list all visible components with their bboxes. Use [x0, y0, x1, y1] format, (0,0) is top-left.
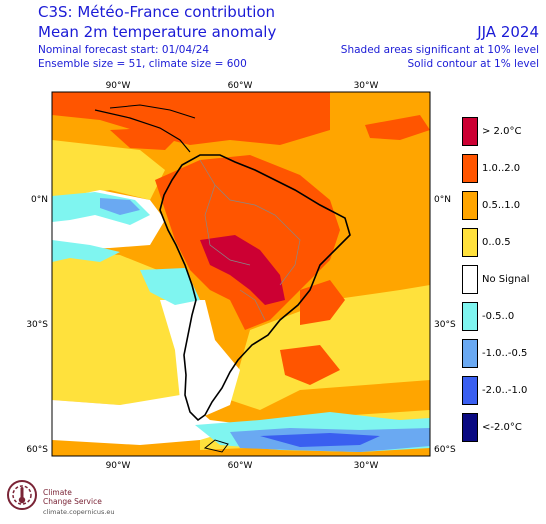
- legend-swatch: [462, 117, 478, 146]
- logo-name: Climate Change Service: [43, 488, 102, 506]
- legend-swatch: [462, 302, 478, 331]
- legend-item: -0.5..0: [462, 302, 546, 334]
- map-frame: [51, 91, 431, 457]
- legend-item: 1.0..2.0: [462, 154, 546, 186]
- legend-label: No Signal: [482, 274, 530, 285]
- legend-label: -2.0..-1.0: [482, 385, 528, 396]
- logo-url: climate.copernicus.eu: [43, 508, 115, 516]
- tick-left-1: 30°S: [26, 320, 48, 330]
- legend-label: 0..0.5: [482, 237, 511, 248]
- legend-item: -1.0..-0.5: [462, 339, 546, 371]
- legend-item: No Signal: [462, 265, 546, 297]
- tick-right-2: 60°S: [434, 445, 456, 455]
- title-line-1: C3S: Météo-France contribution: [38, 3, 276, 21]
- tick-top-1: 60°W: [228, 81, 253, 91]
- legend-item: -2.0..-1.0: [462, 376, 546, 408]
- forecast-start-text: Nominal forecast start: 01/04/24: [38, 44, 210, 56]
- contour-note: Solid contour at 1% level: [407, 58, 539, 70]
- anomaly-field: [52, 92, 430, 456]
- legend-item: 0.5..1.0: [462, 191, 546, 223]
- legend-label: <-2.0°C: [482, 422, 522, 433]
- tick-right-0: 0°N: [434, 195, 451, 205]
- legend-item: <-2.0°C: [462, 413, 546, 445]
- c3s-logo: Climate Change Service climate.copernicu…: [5, 478, 145, 516]
- tick-top-0: 90°W: [106, 81, 131, 91]
- legend-swatch: [462, 339, 478, 368]
- legend-label: -0.5..0: [482, 311, 515, 322]
- tick-bottom-0: 90°W: [106, 461, 131, 471]
- tick-left-2: 60°S: [26, 445, 48, 455]
- logo-name-line-1: Climate: [43, 488, 72, 497]
- legend-label: > 2.0°C: [482, 126, 522, 137]
- title-line-2: Mean 2m temperature anomaly: [38, 23, 277, 41]
- legend-label: 1.0..2.0: [482, 163, 521, 174]
- ensemble-size-text: Ensemble size = 51, climate size = 600: [38, 58, 247, 70]
- legend-swatch: [462, 413, 478, 442]
- tick-top-2: 30°W: [354, 81, 379, 91]
- logo-name-line-2: Change Service: [43, 497, 102, 506]
- coastlines: [94, 104, 351, 453]
- legend-swatch: [462, 191, 478, 220]
- legend-item: 0..0.5: [462, 228, 546, 260]
- legend-swatch: [462, 265, 478, 294]
- legend-swatch: [462, 228, 478, 257]
- shading-note: Shaded areas significant at 10% level: [340, 44, 539, 56]
- season-label: JJA 2024: [477, 23, 539, 41]
- legend-swatch: [462, 376, 478, 405]
- tick-bottom-1: 60°W: [228, 461, 253, 471]
- tick-left-0: 0°N: [31, 195, 48, 205]
- legend-swatch: [462, 154, 478, 183]
- tick-bottom-2: 30°W: [354, 461, 379, 471]
- legend-item: > 2.0°C: [462, 117, 546, 149]
- legend-label: -1.0..-0.5: [482, 348, 528, 359]
- tick-right-1: 30°S: [434, 320, 456, 330]
- c3s-logo-icon: [7, 480, 37, 510]
- legend-label: 0.5..1.0: [482, 200, 521, 211]
